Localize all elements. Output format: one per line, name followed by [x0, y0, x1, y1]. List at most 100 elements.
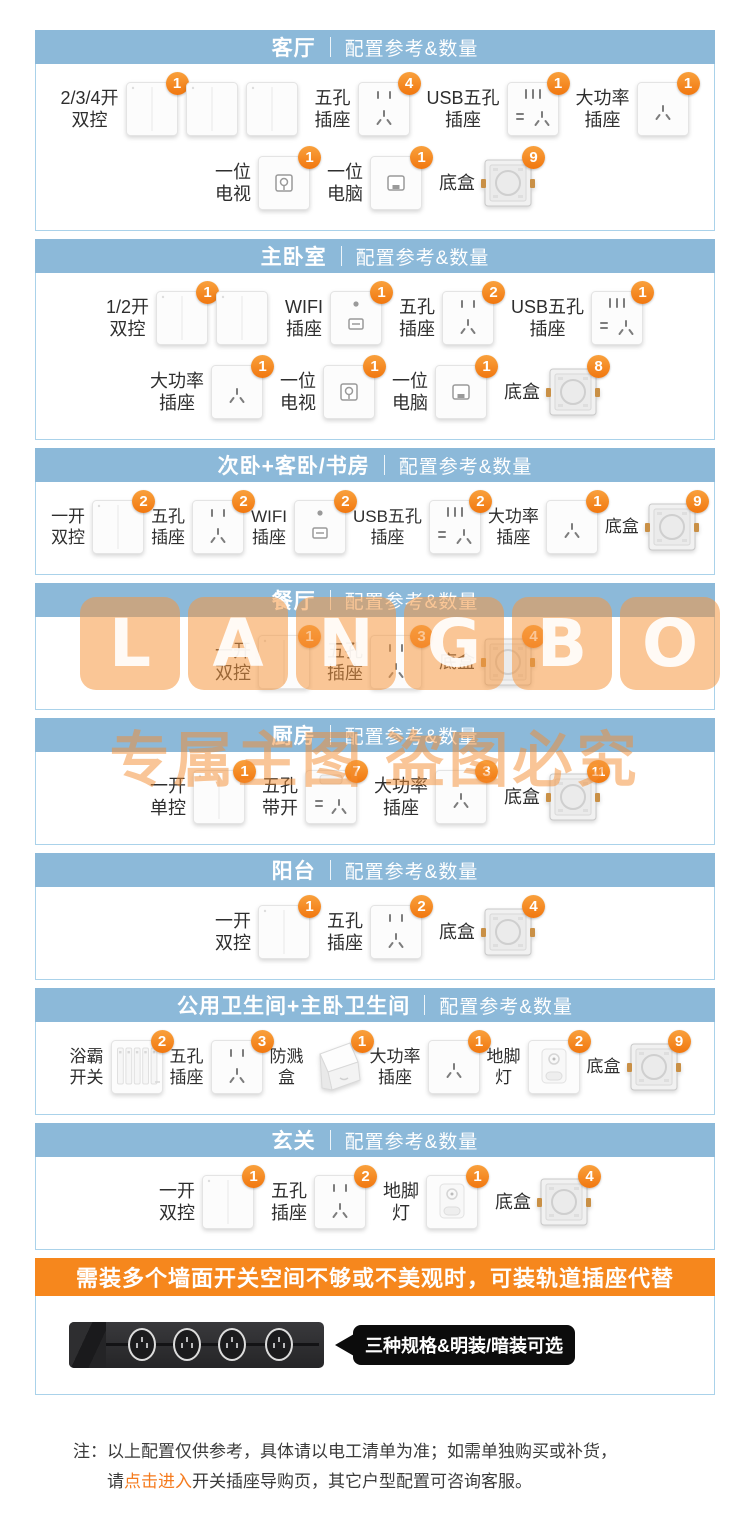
item-label: 底盒 [495, 1191, 531, 1212]
item-visual: 1 [590, 281, 655, 347]
box-icon: 4 [481, 895, 545, 961]
sections: 客厅 配置参考&数量 2/3/4开 双控 1 五孔 插座 4 USB五孔 插座 1 大功率 插座 1 一位电… [35, 30, 715, 1250]
item-label: 一位 电视 [280, 370, 316, 414]
count-badge: 1 [475, 355, 498, 378]
item-visual: 3 [434, 760, 498, 826]
count-badge: 3 [250, 1030, 274, 1053]
track-socket-banner: 需装多个墙面开关空间不够或不美观时，可装轨道插座代替 [35, 1258, 715, 1296]
box-icon: 4 [537, 1165, 601, 1231]
divider-bar [340, 246, 342, 266]
shop-guide-link[interactable]: 点击进入 [124, 1471, 192, 1491]
divider-bar [329, 725, 331, 745]
divider-bar [329, 860, 331, 880]
section-entrance: 玄关 配置参考&数量 一开 双控 1 五孔 插座 2 地脚灯 1 底盒 4 [35, 1123, 715, 1250]
switch-panel-icon: 1 [201, 1165, 265, 1231]
item-label: 五孔 插座 [151, 506, 186, 547]
divider-bar [329, 590, 331, 610]
count-badge: 1 [370, 281, 393, 304]
item-label: 底盒 [439, 172, 475, 193]
socket5-icon: 4 [357, 72, 421, 138]
section-title: 客厅 [271, 37, 316, 60]
section-body: 浴霸 开关 2 五孔 插座 3 防溅盒 1 大功率 插座 1 地脚灯 2 底盒 9 [35, 1022, 715, 1115]
config-item: 地脚灯 1 [383, 1165, 489, 1231]
item-visual: 1 [322, 355, 386, 421]
config-item: WIFI 插座 1 [285, 281, 393, 347]
socket5-icon: 2 [313, 1165, 377, 1231]
section-body: 2/3/4开 双控 1 五孔 插座 4 USB五孔 插座 1 大功率 插座 1 一位 电视 1 一位 电脑 1 底盒… [35, 64, 715, 231]
item-visual: 9 [626, 1030, 691, 1096]
config-item: 五孔 插座 4 [315, 72, 421, 138]
config-item: 一位 电脑 1 [392, 355, 498, 421]
switch-panel-icon: 1 [125, 72, 189, 138]
section-subtitle: 配置参考&数量 [344, 591, 479, 613]
pc-icon: 1 [434, 355, 498, 421]
section-body: 1/2开 双控 1 WIFI 插座 1 五孔 插座 2 USB五孔 插座 1 大功率 插座 1 一位 电视 1 一位… [35, 273, 715, 440]
section-subtitle: 配置参考&数量 [439, 996, 573, 1018]
splash-cover-icon: 1 [310, 1030, 374, 1096]
item-visual: 1 [201, 1165, 265, 1231]
item-label: 地脚灯 [383, 1180, 419, 1224]
count-badge: 8 [587, 355, 610, 378]
item-label: 五孔 插座 [327, 640, 363, 684]
count-badge: 1 [410, 146, 433, 169]
config-item: 一开 单控 1 [150, 760, 256, 826]
config-item: 五孔 插座 3 [169, 1030, 274, 1096]
section-title: 餐厅 [271, 590, 316, 613]
item-visual: 1 [210, 355, 274, 421]
item-label: 一开 双控 [215, 910, 251, 954]
item-label: 五孔 插座 [169, 1046, 204, 1087]
item-label: WIFI 插座 [251, 506, 287, 547]
section-title: 主卧室 [260, 246, 327, 269]
item-label: 一位 电视 [215, 161, 251, 205]
usb5-icon: 1 [590, 281, 655, 347]
item-label: WIFI 插座 [285, 296, 323, 340]
section-second-bedroom-study: 次卧+客卧/书房 配置参考&数量 一开 双控 2 五孔 插座 2 WIFI 插座 2 USB五孔 插座 2… [35, 448, 715, 575]
config-item: 一开 双控 1 [159, 1165, 265, 1231]
item-visual: 4 [481, 625, 545, 691]
item-row: 大功率 插座 1 一位 电视 1 一位 电脑 1 底盒 8 [40, 355, 710, 421]
item-label: 大功率 插座 [575, 87, 630, 131]
config-item: 一位 电视 1 [215, 146, 321, 212]
note-line2-pre: 请 [107, 1471, 124, 1491]
item-label: 五孔 带开 [262, 775, 298, 819]
item-visual: 1 [310, 1030, 374, 1096]
socket5-icon: 2 [369, 895, 433, 961]
count-badge: 1 [165, 72, 189, 95]
power3-icon: 1 [427, 1030, 491, 1096]
config-item: 一开 双控 2 [51, 490, 156, 556]
count-badge: 2 [150, 1030, 174, 1053]
section-title: 玄关 [271, 1130, 316, 1153]
item-visual: 7 [304, 760, 368, 826]
count-badge: 1 [631, 281, 655, 304]
config-item: 五孔 带开 7 [262, 760, 368, 826]
count-badge: 7 [345, 760, 368, 783]
item-row: 浴霸 开关 2 五孔 插座 3 防溅盒 1 大功率 插座 1 地脚灯 2 底盒 9 [40, 1030, 710, 1096]
config-item: 底盒 11 [504, 760, 610, 826]
count-badge: 1 [233, 760, 256, 783]
item-label: 一位 电脑 [327, 161, 363, 205]
section-master-bedroom: 主卧室 配置参考&数量 1/2开 双控 1 WIFI 插座 1 五孔 插座 2 USB五孔 插座 1 大功率… [35, 239, 715, 440]
socket5-icon: 3 [369, 625, 433, 691]
item-visual: 3 [369, 625, 433, 691]
switch-panel-icon: 1 [257, 625, 321, 691]
item-visual: 2 [441, 281, 505, 347]
track-callout-bubble: 三种规格&明装/暗装可选 [353, 1325, 575, 1365]
power3-icon: 1 [636, 72, 700, 138]
item-label: 大功率 插座 [369, 1046, 421, 1087]
config-item: 五孔 插座 2 [327, 895, 433, 961]
section-header: 客厅 配置参考&数量 [35, 30, 715, 64]
note-line1: 以上配置仅供参考，具体请以电工清单为准；如需单独购买或补货， [107, 1442, 617, 1461]
pc-icon: 1 [369, 146, 433, 212]
section-body: 一开 双控 1 五孔 插座 2 底盒 4 [35, 887, 715, 980]
footer-note: 注： 以上配置仅供参考，具体请以电工清单为准；如需单独购买或补货， 请点击进入开… [35, 1437, 715, 1497]
config-item: 底盒 8 [504, 355, 610, 421]
note-prefix: 注： [73, 1442, 107, 1461]
item-visual: 4 [357, 72, 421, 138]
item-visual: 1 [257, 146, 321, 212]
item-visual: 3 [210, 1030, 274, 1096]
item-label: 2/3/4开 双控 [60, 87, 119, 131]
config-item: USB五孔 插座 1 [427, 72, 570, 138]
socket-pins [141, 1337, 143, 1342]
config-item: 底盒 9 [439, 146, 545, 212]
section-header: 玄关 配置参考&数量 [35, 1123, 715, 1157]
